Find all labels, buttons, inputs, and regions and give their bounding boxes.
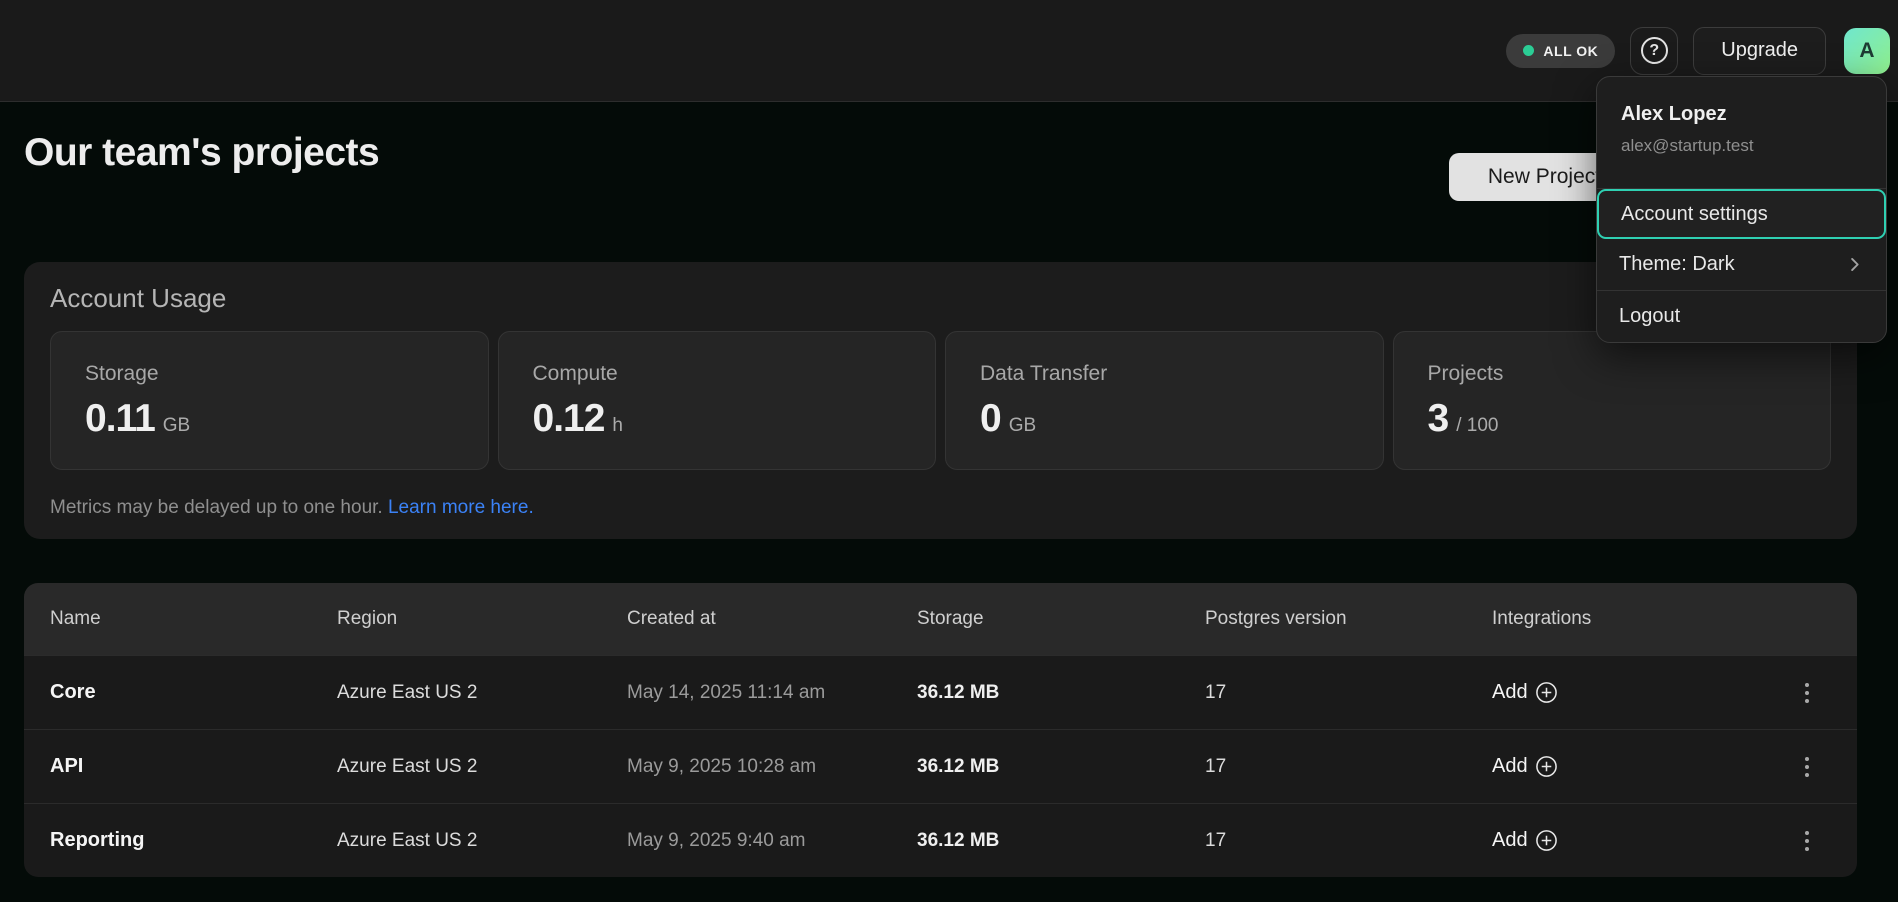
metric-label: Compute — [532, 362, 618, 385]
help-button[interactable]: ? — [1630, 26, 1679, 75]
user-dropdown-menu: Alex Lopez alex@startup.test Account set… — [1596, 76, 1887, 343]
project-created-at: May 9, 2025 9:40 am — [627, 829, 806, 851]
user-email: alex@startup.test — [1621, 136, 1754, 155]
menu-item-theme[interactable]: Theme: Dark — [1597, 239, 1886, 290]
status-badge[interactable]: ALL OK — [1506, 33, 1616, 68]
avatar[interactable]: A — [1844, 27, 1890, 74]
row-actions-kebab-icon[interactable] — [1797, 675, 1817, 711]
menu-item-logout[interactable]: Logout — [1597, 291, 1886, 342]
user-name: Alex Lopez — [1621, 103, 1727, 125]
row-actions-kebab-icon[interactable] — [1797, 749, 1817, 785]
add-integration-button[interactable]: Add — [1492, 755, 1558, 778]
column-header-created-at: Created at — [627, 608, 716, 629]
usage-metrics: Storage 0.11 GB Compute 0.12 h Data Tran… — [50, 331, 1831, 470]
menu-divider — [1597, 188, 1886, 189]
project-name: Reporting — [50, 829, 145, 851]
metric-unit: GB — [162, 415, 191, 436]
metric-value: 0.11 — [85, 397, 156, 440]
table-row-core[interactable]: Core Azure East US 2 May 14, 2025 11:14 … — [24, 655, 1857, 729]
table-row-reporting[interactable]: Reporting Azure East US 2 May 9, 2025 9:… — [24, 803, 1857, 877]
project-storage: 36.12 MB — [917, 755, 1000, 777]
project-name: Core — [50, 681, 96, 703]
metric-card-projects: Projects 3 / 100 — [1392, 331, 1831, 470]
metric-card-data-transfer: Data Transfer 0 GB — [945, 331, 1384, 470]
topbar: ALL OK ? Upgrade A — [0, 0, 1898, 102]
status-badge-label: ALL OK — [1543, 42, 1599, 59]
plus-circle-icon — [1535, 682, 1557, 703]
projects-table: Name Region Created at Storage Postgres … — [24, 583, 1857, 877]
project-region: Azure East US 2 — [337, 755, 478, 777]
project-created-at: May 9, 2025 10:28 am — [627, 755, 817, 777]
project-postgres-version: 17 — [1205, 755, 1227, 777]
project-postgres-version: 17 — [1205, 681, 1227, 703]
project-storage: 36.12 MB — [917, 829, 1000, 851]
metric-unit: h — [612, 415, 623, 436]
menu-item-account-settings[interactable]: Account settings — [1597, 189, 1886, 239]
metric-value: 0 — [980, 397, 1002, 440]
metric-label: Projects — [1427, 362, 1504, 385]
menu-item-label: Account settings — [1621, 202, 1768, 225]
account-usage-card: Account Usage Storage 0.11 GB Compute 0.… — [24, 262, 1857, 539]
account-usage-title: Account Usage — [50, 283, 227, 313]
metric-card-compute: Compute 0.12 h — [497, 331, 936, 470]
plus-circle-icon — [1535, 756, 1557, 777]
learn-more-link[interactable]: Learn more here. — [387, 497, 534, 518]
add-integration-label: Add — [1492, 681, 1528, 703]
column-header-region: Region — [337, 608, 398, 629]
project-created-at: May 14, 2025 11:14 am — [627, 681, 826, 703]
metric-value: 3 — [1427, 397, 1450, 440]
add-integration-label: Add — [1492, 829, 1528, 851]
metric-label: Data Transfer — [980, 362, 1108, 385]
project-region: Azure East US 2 — [337, 681, 478, 703]
menu-item-label: Logout — [1619, 305, 1681, 327]
main-content: Our team's projects New Project Account … — [0, 130, 1898, 877]
metric-unit: GB — [1008, 415, 1037, 436]
column-header-integrations: Integrations — [1492, 608, 1592, 629]
chevron-right-icon — [1851, 258, 1859, 271]
metric-label: Storage — [85, 362, 159, 385]
user-info: Alex Lopez alex@startup.test — [1597, 77, 1886, 188]
menu-divider — [1597, 290, 1886, 291]
row-actions-kebab-icon[interactable] — [1797, 823, 1817, 859]
metrics-delay-note: Metrics may be delayed up to one hour. L… — [50, 497, 1831, 519]
metric-unit: / 100 — [1456, 415, 1499, 436]
upgrade-button[interactable]: Upgrade — [1693, 26, 1826, 75]
project-storage: 36.12 MB — [917, 681, 1000, 703]
table-row-api[interactable]: API Azure East US 2 May 9, 2025 10:28 am… — [24, 729, 1857, 803]
project-name: API — [50, 755, 84, 777]
page-title: Our team's projects — [24, 131, 380, 174]
metrics-delay-text: Metrics may be delayed up to one hour. — [50, 497, 383, 518]
table-header-row: Name Region Created at Storage Postgres … — [24, 583, 1857, 655]
metric-value: 0.12 — [532, 397, 606, 440]
project-postgres-version: 17 — [1205, 829, 1227, 851]
add-integration-button[interactable]: Add — [1492, 681, 1558, 704]
plus-circle-icon — [1535, 830, 1557, 851]
status-ok-dot-icon — [1523, 45, 1535, 56]
project-region: Azure East US 2 — [337, 829, 478, 851]
help-circle-icon: ? — [1640, 37, 1668, 64]
metric-card-storage: Storage 0.11 GB — [50, 331, 489, 470]
column-header-postgres-version: Postgres version — [1205, 608, 1347, 629]
add-integration-button[interactable]: Add — [1492, 829, 1558, 852]
column-header-name: Name — [50, 608, 101, 629]
column-header-storage: Storage — [917, 608, 984, 629]
menu-item-label: Theme: Dark — [1619, 253, 1735, 275]
add-integration-label: Add — [1492, 755, 1528, 777]
